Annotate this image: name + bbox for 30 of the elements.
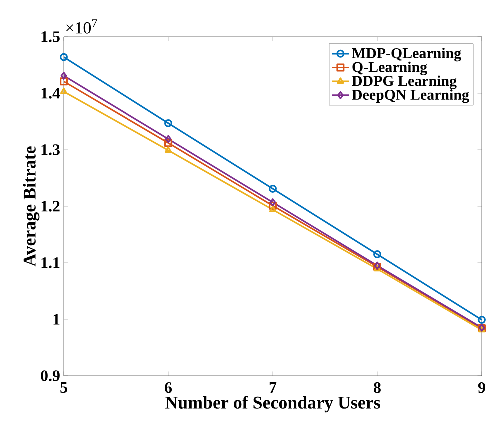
point xyxy=(269,202,277,210)
legend-label: Q-Learning xyxy=(352,62,428,76)
point xyxy=(374,250,382,259)
y-axis-title: Average Bitrate xyxy=(23,146,40,267)
text: ×10$^{7}$ xyxy=(66,20,98,34)
y-tick-label: 1.5 xyxy=(42,32,60,42)
point xyxy=(164,139,172,148)
point xyxy=(164,119,172,128)
y-tick-label: 1.2 xyxy=(42,201,60,212)
x-tick-label: 6 xyxy=(165,382,172,394)
y-tick-label: 1.3 xyxy=(42,144,60,156)
legend-label: DDPG Learning xyxy=(352,76,457,90)
legend-label: MDP-QLearning xyxy=(352,48,462,62)
y-tick-label: 1.1 xyxy=(42,258,60,268)
x-axis-title: Number of Secondary Users xyxy=(166,396,380,413)
point xyxy=(164,146,172,153)
legend-label: DeepQN Learning xyxy=(352,90,470,104)
x-tick-label: 7 xyxy=(270,382,277,393)
point xyxy=(270,198,276,207)
x-tick-label: 5 xyxy=(60,382,68,394)
y-tick-label: 1.4 xyxy=(42,88,60,99)
point xyxy=(269,206,277,212)
y-tick-label: 1 xyxy=(54,314,60,325)
point xyxy=(165,135,172,144)
point xyxy=(374,265,382,272)
point xyxy=(269,184,277,193)
point xyxy=(60,78,68,86)
x-tick-label: 9 xyxy=(478,382,486,394)
y-tick-label: 0.9 xyxy=(41,370,60,382)
x-tick-label: 8 xyxy=(374,382,381,394)
